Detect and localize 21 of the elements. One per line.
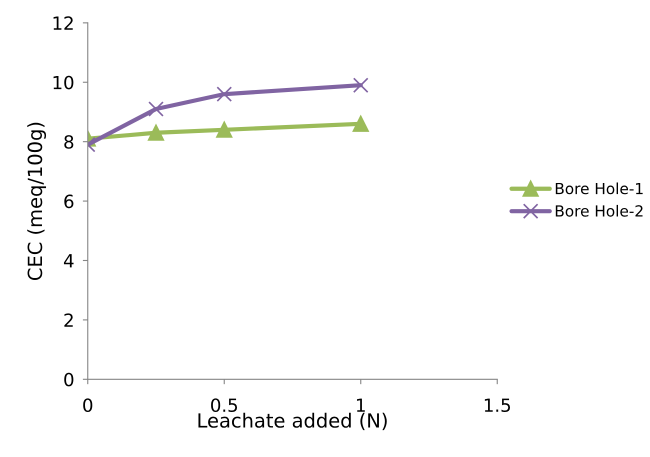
x-axis-title: Leachate added (N): [198, 412, 387, 430]
x-tick-label: 1: [356, 398, 365, 412]
legend-label: Bore Hole-2: [556, 204, 643, 217]
y-tick-label: 12: [54, 16, 73, 30]
x-tick-label: 0.5: [211, 398, 238, 412]
point: [148, 101, 164, 117]
y-tick-label: 8: [64, 135, 74, 149]
y-tick-label: 10: [54, 76, 74, 90]
x-tick-label: 1.5: [484, 398, 510, 412]
point: [216, 86, 232, 102]
y-tick-label: 0: [64, 372, 74, 386]
y-tick-label: 2: [64, 313, 73, 327]
point: [352, 77, 369, 94]
y-tick-label: 4: [64, 254, 74, 268]
point: [148, 124, 164, 141]
y-axis-title: CEC (meq/100g): [27, 122, 46, 280]
x-tick-label: 0: [83, 398, 92, 412]
legend-label: Bore Hole-1: [556, 182, 643, 194]
y-tick-label: 6: [64, 194, 74, 208]
point: [352, 116, 369, 132]
point: [216, 122, 232, 138]
